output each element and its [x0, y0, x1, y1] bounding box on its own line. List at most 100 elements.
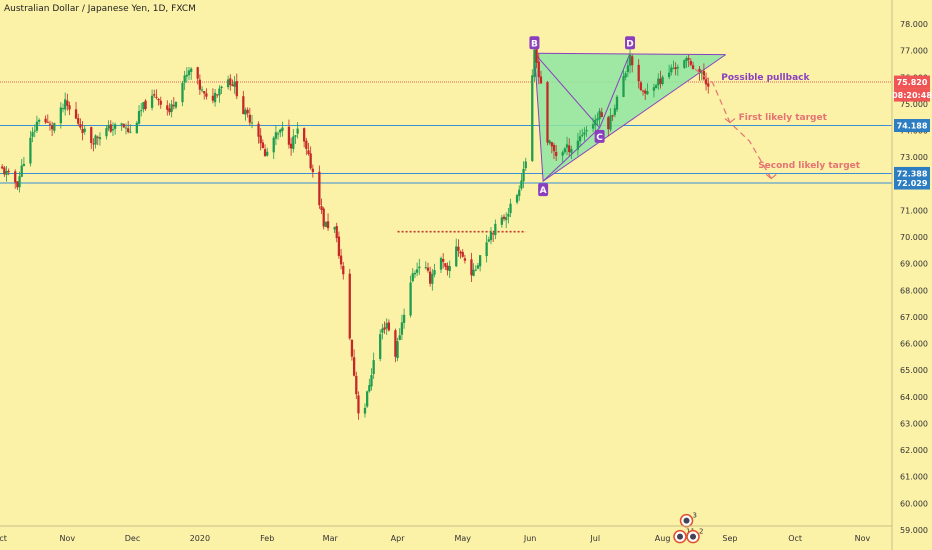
- event-markers[interactable]: 3112: [673, 512, 704, 544]
- candle-body: [644, 90, 647, 94]
- x-tick-label: 2020: [190, 534, 210, 543]
- candle-body: [472, 269, 475, 276]
- annotation-0: Possible pullback: [721, 73, 810, 83]
- y-tick-label: 64.000: [900, 393, 928, 402]
- annotation-1: First likely target: [739, 113, 828, 123]
- candle-body: [157, 98, 160, 101]
- y-tick-label: 60.000: [900, 499, 928, 508]
- candle-body: [333, 227, 336, 230]
- candle-body: [127, 128, 130, 133]
- candle-body: [609, 115, 612, 130]
- candle-body: [74, 109, 78, 119]
- candle-body: [394, 330, 397, 357]
- candle-body: [478, 255, 482, 267]
- candle-body: [150, 95, 154, 108]
- candle-body: [583, 132, 586, 135]
- candle-body: [570, 148, 573, 153]
- price-badge-0: [894, 75, 930, 89]
- candle-body: [200, 89, 204, 91]
- time-axis[interactable]: Oct Nov Dec 2020 Feb Mar Apr May Jun Jul Aug Sep Oct…: [0, 534, 871, 543]
- candle-body: [689, 61, 692, 65]
- x-tick-label: May: [454, 534, 471, 543]
- candle-body: [137, 111, 141, 124]
- candle-body: [459, 251, 462, 254]
- candle-body: [657, 78, 660, 86]
- annotations: Possible pullback First likely target Seco…: [721, 73, 860, 171]
- candle-body: [379, 334, 382, 359]
- candle-body: [494, 223, 497, 236]
- candle-body: [363, 407, 367, 414]
- candle-body: [307, 150, 310, 155]
- candle-body: [29, 137, 32, 164]
- candle-body: [114, 124, 117, 129]
- candle-body: [105, 128, 108, 137]
- candle-body: [704, 79, 708, 85]
- candle-body: [294, 135, 297, 137]
- candle-body: [261, 142, 265, 148]
- candle-body: [53, 123, 56, 131]
- candle-body: [339, 255, 343, 265]
- candle-body: [537, 61, 540, 78]
- candle-body: [448, 265, 451, 272]
- candle-body: [348, 273, 351, 339]
- candle-body: [109, 124, 112, 132]
- candle-body: [370, 375, 373, 387]
- y-tick-label: 68.000: [900, 286, 928, 295]
- candle-body: [366, 391, 369, 407]
- candle-body: [153, 94, 156, 96]
- triangle-lower-line[interactable]: [542, 54, 726, 182]
- point-label-box-B: [529, 36, 540, 50]
- candle-body: [159, 100, 162, 105]
- candle-body: [524, 161, 527, 169]
- point-label-B: B: [531, 39, 538, 49]
- candle-body: [7, 170, 10, 172]
- candle-body: [61, 108, 65, 110]
- candle-body: [168, 108, 171, 113]
- candle-body: [474, 269, 477, 271]
- candle-body: [213, 92, 217, 103]
- candle-body: [446, 265, 449, 271]
- candle-body: [631, 56, 634, 66]
- candle-body: [250, 122, 254, 124]
- countdown-text: 08:20:48: [892, 91, 932, 100]
- event-marker-count-2: 2: [699, 528, 703, 536]
- candle-body: [500, 217, 503, 225]
- candle-body: [515, 195, 519, 203]
- candle-body: [385, 322, 388, 329]
- candle-body: [31, 132, 34, 137]
- x-tick-label: Oct: [788, 534, 802, 543]
- candle-body: [122, 124, 125, 128]
- candle-body: [81, 128, 84, 134]
- candle-body: [226, 79, 230, 88]
- candle-body: [667, 72, 671, 78]
- candle-body: [20, 165, 23, 177]
- candle-body: [461, 252, 464, 257]
- candle-body: [672, 68, 675, 70]
- projection-arrowhead-0: [724, 118, 736, 124]
- candle-body: [198, 79, 202, 90]
- candles: [1, 45, 710, 420]
- candle-body: [246, 109, 249, 114]
- candle-body: [387, 322, 391, 331]
- candle-body: [231, 84, 234, 87]
- bc-leg-line[interactable]: [534, 52, 600, 129]
- candle-body: [565, 144, 569, 148]
- candle-body: [561, 152, 564, 156]
- y-tick-label: 77.000: [900, 47, 928, 56]
- candle-body: [83, 128, 86, 132]
- candle-body: [646, 90, 649, 95]
- candle-body: [470, 259, 473, 276]
- candle-body: [92, 143, 95, 145]
- candle-body: [324, 221, 328, 228]
- candle-body: [522, 168, 525, 182]
- candle-body: [303, 128, 306, 142]
- candle-body: [1, 166, 4, 169]
- y-tick-label: 66.000: [900, 340, 928, 349]
- price-badge-1: [894, 119, 930, 133]
- candle-body: [326, 221, 330, 229]
- candle-body: [463, 258, 467, 261]
- event-marker-dot-0: [683, 517, 690, 524]
